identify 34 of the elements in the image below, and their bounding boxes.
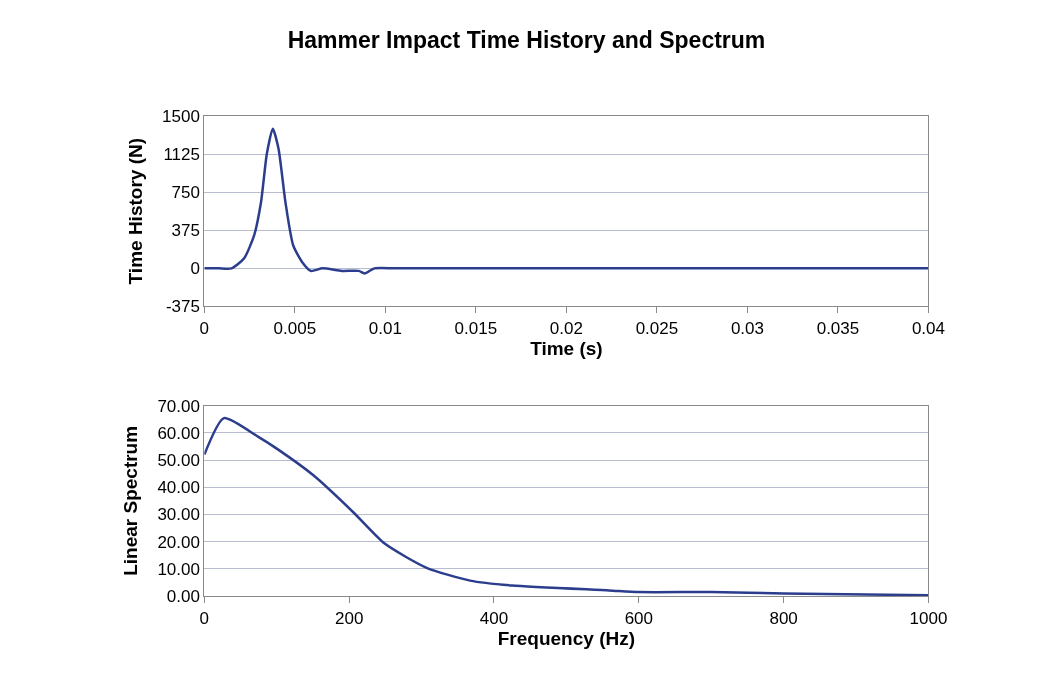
x-tick-label: 0.035 [816, 318, 860, 338]
x-tick-label: 0.015 [454, 318, 498, 338]
x-tick-label: 1000 [909, 608, 948, 628]
x-tick-label: 0.02 [549, 318, 583, 338]
y-tick-label: 40.00 [157, 478, 200, 498]
y-tick-label: 0 [190, 259, 200, 279]
x-tick-label: 0.025 [635, 318, 679, 338]
y-tick-label: 750 [171, 183, 200, 203]
line-series [204, 416, 929, 597]
x-tick-label: 0.005 [273, 318, 317, 338]
y-tick-label: -375 [165, 297, 200, 317]
x-axis-title: Time (s) [530, 337, 603, 359]
line-series [204, 127, 929, 275]
y-tick-label: 1500 [162, 106, 200, 126]
y-tick-label: 50.00 [157, 450, 200, 470]
y-tick-label: 60.00 [157, 423, 200, 443]
x-tick-label: 600 [624, 608, 654, 628]
chart-title: Hammer Impact Time History and Spectrum [287, 27, 766, 54]
y-tick-label: 375 [171, 221, 200, 241]
y-tick-label: 30.00 [157, 505, 200, 525]
x-tick-label: 0.01 [368, 318, 402, 338]
x-tick-label: 0.04 [911, 318, 946, 338]
y-axis-title: Time History (N) [124, 137, 146, 285]
x-axis-title: Frequency (Hz) [497, 627, 636, 649]
x-tick-label: 0.03 [730, 318, 764, 338]
y-tick-label: 70.00 [157, 396, 200, 416]
y-tick-label: 20.00 [157, 532, 200, 552]
y-tick-label: 0.00 [166, 587, 200, 607]
x-tick-label: 400 [479, 608, 509, 628]
x-tick-label: 800 [769, 608, 798, 628]
y-tick-label: 10.00 [157, 559, 200, 579]
y-axis-title: Linear Spectrum [120, 425, 142, 576]
y-tick-label: 1125 [163, 144, 200, 164]
x-tick-label: 200 [334, 608, 364, 628]
